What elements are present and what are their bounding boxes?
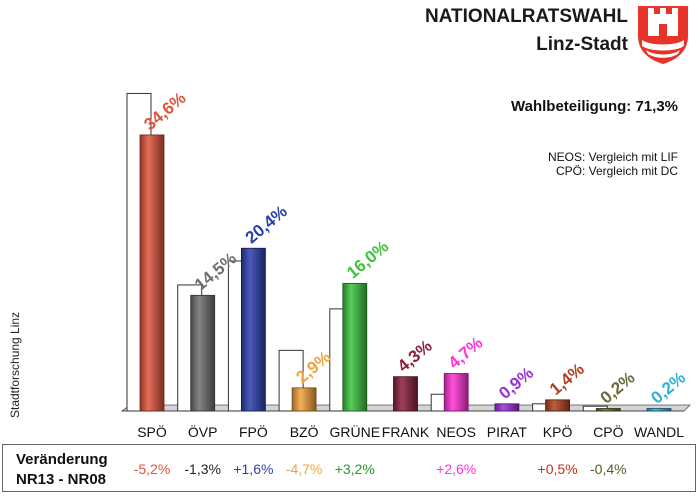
change-value-vp: -1,3% [184, 461, 221, 477]
value-label-fp: 20,4% [242, 202, 291, 248]
category-label-cp: CPÖ [593, 423, 623, 440]
category-label-grne: GRÜNE [330, 423, 381, 440]
bar-bz [291, 387, 317, 412]
bar-pirat [494, 403, 520, 412]
category-label-frank: FRANK [382, 424, 430, 440]
change-table-title: Veränderung [16, 451, 108, 468]
change-value-neos: +2,6% [436, 461, 477, 477]
bar-cp [595, 408, 621, 412]
linz-coat-of-arms-icon [638, 6, 688, 64]
category-label-pirat: PIRAT [487, 424, 528, 440]
turnout-text: Wahlbeteiligung: 71,3% [511, 98, 678, 115]
change-value-fp: +1,6% [233, 461, 274, 477]
value-label-cp: 0,2% [597, 368, 639, 407]
category-label-wandl: WANDL [634, 424, 684, 440]
change-value-kp: +0,5% [537, 461, 578, 477]
category-label-neos: NEOS [436, 424, 476, 440]
change-value-bz: -4,7% [285, 461, 323, 477]
value-label-frank: 4,3% [394, 336, 436, 375]
bar-vp [190, 294, 216, 412]
category-label-vp: ÖVP [188, 423, 218, 440]
bar-wandl [646, 408, 672, 412]
value-label-wandl: 0,2% [647, 368, 689, 407]
page-title: NATIONALRATSWAHL [425, 6, 628, 27]
page-subtitle: Linz-Stadt [536, 34, 628, 55]
bar-grne [342, 282, 368, 412]
bar-frank [393, 376, 418, 412]
category-label-fp: FPÖ [239, 423, 268, 440]
value-label-kp: 1,4% [546, 359, 588, 398]
previous-bar-bz [278, 349, 304, 412]
category-label-bz: BZÖ [290, 423, 319, 440]
change-table-period: NR13 - NR08 [16, 471, 107, 488]
category-label-kp: KPÖ [543, 423, 573, 440]
bar-neos [443, 373, 469, 412]
change-value-cp: -0,4% [590, 461, 627, 477]
value-label-grne: 16,0% [343, 237, 392, 283]
bar-chart: 34,6%14,5%20,4%2,9%16,0%4,3% 4,7%0,9% 1,4%… [120, 88, 691, 440]
change-value-sp: -5,2% [133, 461, 171, 477]
value-label-neos: 4,7% [445, 333, 487, 372]
bar-sp [139, 134, 165, 412]
value-label-pirat: 0,9% [495, 363, 537, 402]
bar-fp [240, 247, 266, 412]
note-cpo: CPÖ: Vergleich mit DC [555, 164, 678, 178]
note-neos: NEOS: Vergleich mit LIF [547, 150, 678, 164]
change-table-border [2, 444, 696, 492]
category-label-sp: SPÖ [137, 423, 167, 440]
bar-kp [545, 399, 570, 412]
change-value-grne: +3,2% [334, 461, 375, 477]
